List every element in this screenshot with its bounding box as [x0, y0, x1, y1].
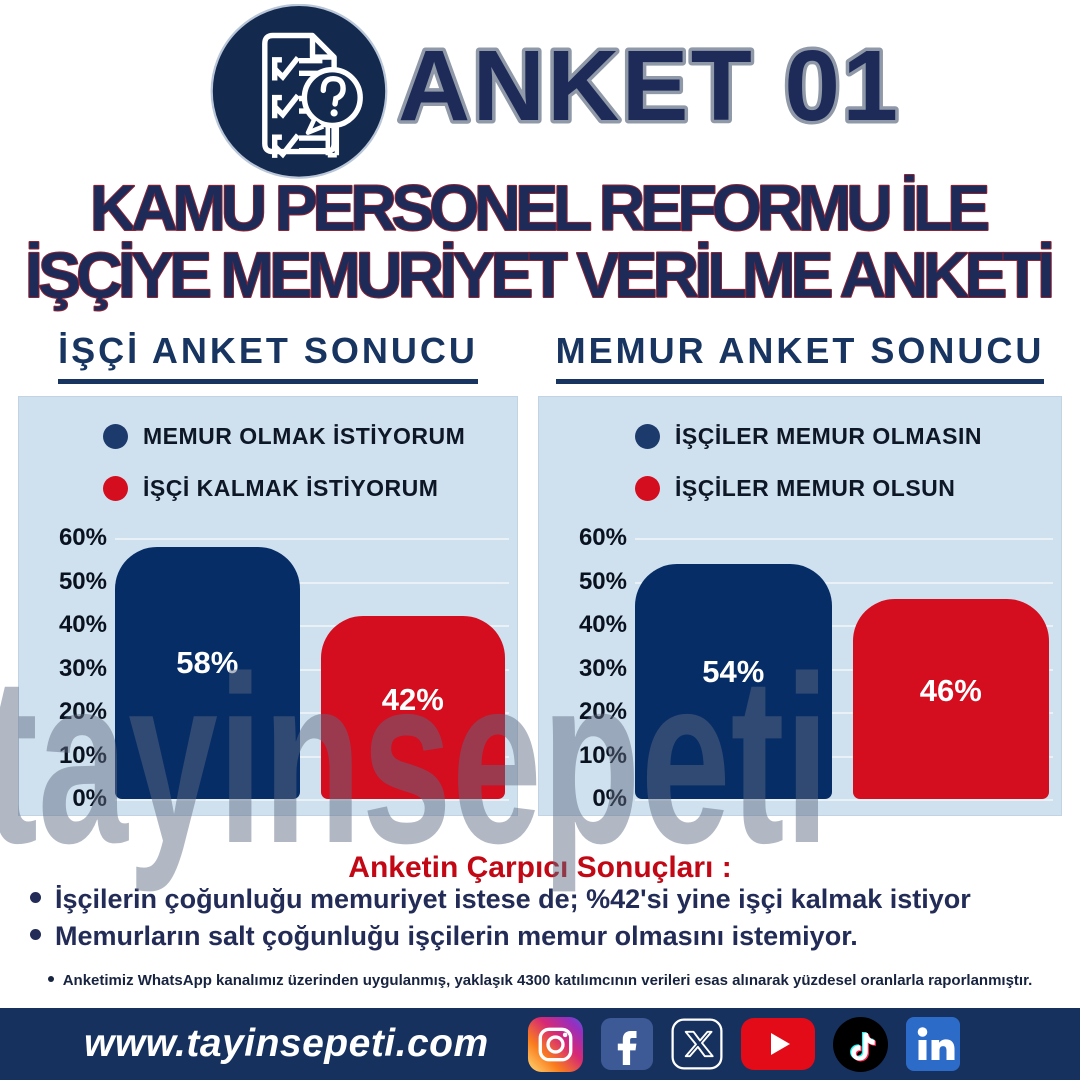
y-tick-label: 0%: [72, 785, 107, 812]
gridline: [115, 538, 509, 540]
summary-bullet-1: İşçilerin çoğunluğu memuriyet istese de;…: [30, 884, 1060, 915]
bar-isciler-olmasin: 54%: [635, 564, 832, 799]
y-tick-label: 20%: [578, 698, 627, 725]
summary-bullet-2: Memurların salt çoğunluğu işçilerin memu…: [30, 921, 1060, 952]
gridline: [635, 755, 1053, 758]
y-tick-label: 10%: [578, 741, 627, 769]
y-tick-label: 10%: [58, 741, 107, 769]
footer-bar: www.tayinsepeti.com: [0, 1008, 1080, 1080]
gridline: [115, 581, 509, 584]
y-tick-label: 50%: [58, 567, 107, 595]
gridlines: [635, 538, 1053, 801]
gridline: [115, 625, 509, 627]
gridline: [635, 799, 1053, 801]
bar-value-label: 54%: [702, 654, 765, 690]
y-tick-label: 0%: [592, 785, 627, 812]
legend-item: MEMUR OLMAK İSTİYORUM: [103, 423, 465, 450]
legend-item: İŞÇİLER MEMUR OLSUN: [635, 475, 965, 502]
section-title-memur-text: MEMUR ANKET SONUCU: [555, 330, 1045, 384]
linkedin-icon[interactable]: [905, 1017, 960, 1071]
footnote: Anketimiz WhatsApp kanalımız üzerinden u…: [0, 972, 1080, 989]
bar-isci-kalmak: 42%: [320, 616, 505, 799]
legend-item: İŞÇİLER MEMUR OLMASIN: [635, 423, 981, 450]
gridline: [635, 581, 1053, 584]
main-title: KAMU PERSONEL REFORMU İLE İŞÇİYE MEMURİY…: [24, 172, 1056, 312]
gridline: [635, 538, 1053, 540]
survey-checklist-icon: [210, 3, 388, 179]
summary-bullet-1-text: İşçilerin çoğunluğu memuriyet istese de;…: [55, 884, 971, 914]
y-tick-label: 40%: [578, 611, 627, 638]
social-icons: [527, 1016, 960, 1073]
bar-memur-olmak: 58%: [115, 546, 300, 799]
bar-value-label: 46%: [919, 672, 982, 708]
gridline: [115, 712, 509, 714]
y-tick-label: 30%: [578, 654, 627, 682]
section-title-isci: İŞÇİ ANKET SONUCU: [18, 330, 518, 384]
facebook-icon[interactable]: [600, 1018, 653, 1070]
bullet-dot: [30, 929, 41, 940]
summary-heading: Anketin Çarpıcı Sonuçları :: [348, 851, 732, 884]
survey-checklist-logo: [206, 3, 392, 184]
bullet-dot: [30, 892, 41, 903]
legend-dot-navy: [635, 424, 660, 449]
summary-bullet-2-text: Memurların salt çoğunluğu işçilerin memu…: [55, 921, 858, 951]
y-tick-label: 40%: [58, 611, 107, 638]
legend-dot-red: [103, 476, 128, 501]
footnote-bullet-dot: [47, 976, 54, 982]
legend-label: MEMUR OLMAK İSTİYORUM: [143, 423, 466, 449]
legend-label: İŞÇİLER MEMUR OLSUN: [675, 475, 956, 501]
tiktok-icon[interactable]: [832, 1016, 889, 1073]
gridline: [635, 712, 1053, 714]
y-tick-label: 60%: [58, 524, 107, 551]
bar-value-label: 58%: [176, 644, 239, 680]
gridlines: [115, 538, 509, 801]
chart-panel-memur: İŞÇİLER MEMUR OLMASIN İŞÇİLER MEMUR OLSU…: [538, 396, 1062, 816]
gridline: [635, 668, 1053, 671]
instagram-icon[interactable]: [527, 1016, 584, 1073]
legend-memur: İŞÇİLER MEMUR OLMASIN İŞÇİLER MEMUR OLSU…: [539, 423, 1061, 502]
y-tick-label: 20%: [58, 698, 107, 725]
legend-item: İŞÇİ KALMAK İSTİYORUM: [103, 475, 438, 502]
section-title-isci-text: İŞÇİ ANKET SONUCU: [58, 330, 478, 384]
gridline: [115, 799, 509, 801]
legend-isci: MEMUR OLMAK İSTİYORUM İŞÇİ KALMAK İSTİYO…: [19, 423, 517, 502]
badge-title-block: ANKET 01: [395, 27, 902, 146]
legend-dot-navy: [103, 424, 128, 449]
gridline: [635, 625, 1053, 627]
legend-label: İŞÇİ KALMAK İSTİYORUM: [143, 475, 439, 501]
bars: 58% 42%: [115, 538, 505, 799]
bar-value-label: 42%: [381, 682, 444, 718]
y-tick-label: 50%: [578, 567, 627, 595]
website-url[interactable]: www.tayinsepeti.com: [84, 1022, 489, 1065]
bar-isciler-olsun: 46%: [852, 598, 1049, 799]
x-twitter-icon[interactable]: [670, 1017, 724, 1071]
main-title-line2: İŞÇİYE MEMURİYET VERİLME ANKETİ: [25, 239, 1055, 311]
bars: 54% 46%: [635, 538, 1049, 799]
legend-label: İŞÇİLER MEMUR OLMASIN: [675, 423, 982, 449]
main-title-line1: KAMU PERSONEL REFORMU İLE: [90, 172, 990, 244]
badge-title: ANKET 01: [398, 30, 898, 142]
bar-chart-isci: 60% 50% 40% 30% 20% 10% 0% 58% 42%: [29, 524, 509, 812]
section-title-memur: MEMUR ANKET SONUCU: [538, 330, 1062, 384]
legend-dot-red: [635, 476, 660, 501]
gridline: [115, 755, 509, 758]
chart-panel-isci: MEMUR OLMAK İSTİYORUM İŞÇİ KALMAK İSTİYO…: [18, 396, 518, 816]
footnote-text: Anketimiz WhatsApp kanalımız üzerinden u…: [62, 972, 1033, 989]
summary-bullets: İşçilerin çoğunluğu memuriyet istese de;…: [30, 884, 1060, 958]
gridline: [115, 668, 509, 671]
bar-chart-memur: 60% 50% 40% 30% 20% 10% 0% 54% 46%: [549, 524, 1053, 812]
youtube-icon[interactable]: [740, 1018, 815, 1070]
y-tick-label: 60%: [578, 524, 627, 551]
y-tick-label: 30%: [58, 654, 107, 682]
